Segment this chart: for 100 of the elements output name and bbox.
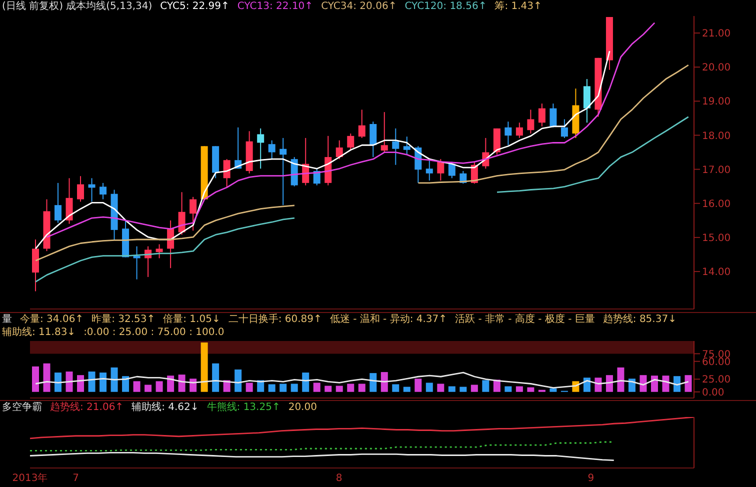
candlestick [538, 103, 546, 127]
candlestick [426, 158, 433, 182]
bar [527, 387, 534, 392]
y-tick-label: 14.00 [702, 267, 731, 278]
y-tick-label: 17.00 [702, 164, 731, 176]
candlestick [100, 182, 107, 200]
candlestick [268, 140, 276, 160]
candlestick [437, 158, 444, 182]
candlestick [347, 133, 354, 150]
bar [594, 378, 602, 392]
candlestick [280, 137, 287, 206]
bar [482, 380, 490, 392]
candlestick [257, 128, 264, 170]
bar [448, 386, 456, 392]
bar [144, 384, 152, 392]
text: 20.00 [288, 402, 317, 414]
bar [88, 372, 96, 392]
bar [234, 370, 242, 392]
text: CYC13: 22.10↑ [237, 1, 314, 13]
text: 辅助线: 11.83↓ [2, 327, 76, 339]
candlestick [156, 244, 163, 259]
text: 趋势线: 85.37↓ [602, 314, 676, 326]
bar [100, 372, 107, 392]
bar [212, 363, 220, 392]
candlestick [336, 140, 343, 160]
bar [268, 384, 276, 392]
candlestick [190, 196, 197, 232]
candlestick [358, 109, 366, 138]
text: 今量: 34.06↑ [20, 314, 84, 326]
bar [156, 381, 163, 392]
candlestick [516, 122, 523, 138]
bar [617, 367, 624, 392]
y-tick-label: 25.00 [702, 374, 731, 386]
y-tick-label: 16.00 [702, 198, 731, 210]
y-tick-label: 20.00 [702, 62, 731, 74]
x-tick-label: 9 [588, 473, 594, 484]
bar [178, 374, 186, 392]
bar [460, 386, 467, 392]
bar [43, 363, 50, 392]
text: CYC5: 22.99↑ [160, 1, 230, 13]
bar [302, 372, 310, 392]
y-tick-label: 0.00 [702, 387, 724, 398]
y-tick-label: 19.00 [702, 96, 731, 108]
candlestick [380, 112, 388, 153]
bar [66, 372, 73, 392]
bar [122, 376, 130, 392]
bar [470, 384, 478, 392]
bar [133, 381, 140, 392]
bar [414, 378, 422, 392]
bar [200, 342, 208, 392]
text: 倍量: 1.05↓ [163, 314, 220, 326]
bar [110, 367, 118, 392]
x-tick-label: 2013年 [12, 472, 48, 484]
line-series [34, 372, 690, 389]
text: CYC120: 18.56↑ [404, 1, 487, 13]
text: 二十日换手: 60.89↑ [228, 314, 322, 326]
chart-title: (日线 前复权) 成本均线(5,13,34) [2, 1, 152, 13]
bar [426, 382, 433, 392]
candlestick [32, 239, 39, 292]
bar [516, 386, 523, 392]
x-tick-label: 8 [336, 473, 342, 484]
bar [550, 388, 557, 392]
bar [380, 372, 388, 392]
candlestick [560, 118, 568, 138]
candlestick [392, 128, 400, 166]
candlestick [504, 121, 512, 146]
candlestick [223, 158, 230, 188]
bar [313, 382, 320, 392]
y-tick-label: 15.00 [702, 233, 731, 244]
candlestick [403, 136, 410, 156]
bar [324, 386, 332, 392]
bar [403, 386, 410, 392]
bar [54, 372, 62, 392]
candlestick [583, 78, 590, 124]
text: 昨量: 32.53↑ [92, 314, 156, 326]
bar [280, 384, 287, 392]
bar [392, 384, 400, 392]
bar [336, 386, 343, 392]
bar [358, 384, 366, 392]
chart-title: 多空争霸 [2, 402, 42, 414]
candlestick [66, 178, 73, 224]
bar [77, 375, 84, 392]
bar [370, 373, 377, 392]
chart-title: 量 [2, 314, 12, 326]
text: 辅助线: 4.62↓ [132, 402, 199, 414]
text: :0.00 : 25.00 : 75.00 : 100.0 [84, 327, 224, 339]
text: 筹: 1.43↑ [494, 1, 542, 13]
bar [662, 376, 670, 392]
bar [290, 384, 298, 392]
bar [347, 384, 354, 392]
bar [504, 386, 512, 392]
bar [606, 375, 613, 392]
y-tick-label: 60.00 [702, 356, 731, 368]
bar [167, 376, 174, 392]
bar [640, 375, 647, 392]
y-tick-label: 21.00 [702, 28, 731, 40]
text: 牛熊线: 13.25↑ [206, 402, 280, 414]
bar [246, 382, 253, 392]
candlestick [77, 176, 84, 202]
bar [650, 376, 658, 392]
